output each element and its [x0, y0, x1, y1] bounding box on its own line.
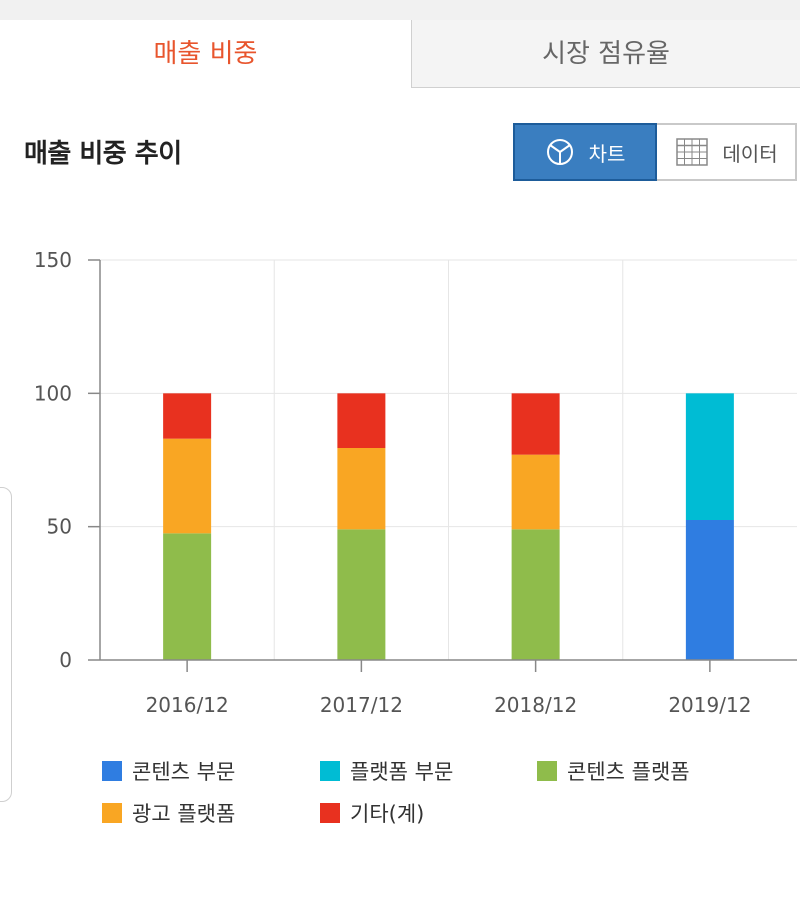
- x-tick-label: 2019/12: [668, 693, 751, 717]
- top-strip: [0, 0, 800, 21]
- x-tick-label: 2016/12: [146, 693, 229, 717]
- legend-swatch: [320, 803, 340, 823]
- legend-item: 광고 플랫폼: [102, 798, 235, 828]
- bar-segment: [511, 454, 560, 530]
- bar-segment: [337, 529, 386, 660]
- bar-segment: [685, 520, 734, 660]
- bar-segment: [337, 393, 386, 448]
- legend-label: 광고 플랫폼: [132, 802, 236, 826]
- y-tick-label: 100: [34, 381, 72, 405]
- legend-swatch: [537, 761, 557, 781]
- table-grid-icon: [676, 138, 709, 166]
- legend-label: 플랫폼 부문: [350, 760, 454, 784]
- bar-segment: [163, 533, 212, 660]
- legend-swatch: [320, 761, 340, 781]
- legend-item: 플랫폼 부문: [320, 756, 453, 786]
- legend-swatch: [102, 803, 122, 823]
- tab-bar: 매출 비중 시장 점유율: [0, 20, 800, 90]
- section-title: 매출 비중 추이: [24, 139, 182, 169]
- x-tick-label: 2017/12: [320, 693, 403, 717]
- legend-label: 콘텐츠 플랫폼: [567, 760, 690, 784]
- bar-segment: [163, 438, 212, 534]
- legend-swatch: [102, 761, 122, 781]
- legend-label: 콘텐츠 부문: [132, 760, 236, 784]
- bar-segment: [511, 529, 560, 660]
- view-toggle: 차트 데이터: [513, 123, 797, 181]
- pie-chart-icon: [545, 137, 575, 167]
- data-view-label: 데이터: [722, 141, 778, 166]
- y-tick-label: 150: [34, 248, 72, 272]
- bar-segment: [337, 448, 386, 530]
- y-tick-label: 50: [47, 515, 72, 539]
- bar-segment: [511, 393, 560, 455]
- stacked-bar-chart: 0 50 100 150 2016/12 2017/12 2018/12 2019/12: [34, 248, 797, 717]
- y-tick-label: 0: [59, 648, 72, 672]
- x-tick-label: 2018/12: [494, 693, 577, 717]
- bar-segment: [685, 393, 734, 520]
- chart-view-label: 차트: [588, 141, 626, 166]
- tab-market-share[interactable]: 시장 점유율: [411, 20, 800, 88]
- chart-view-button[interactable]: 차트: [513, 123, 657, 181]
- legend-item: 기타(계): [320, 798, 424, 828]
- legend-item: 콘텐츠 플랫폼: [537, 756, 690, 786]
- legend-label: 기타(계): [350, 802, 425, 826]
- bar-segment: [163, 393, 212, 439]
- tab-revenue-share[interactable]: 매출 비중: [0, 20, 411, 88]
- legend-item: 콘텐츠 부문: [102, 756, 235, 786]
- data-view-button[interactable]: 데이터: [657, 123, 797, 181]
